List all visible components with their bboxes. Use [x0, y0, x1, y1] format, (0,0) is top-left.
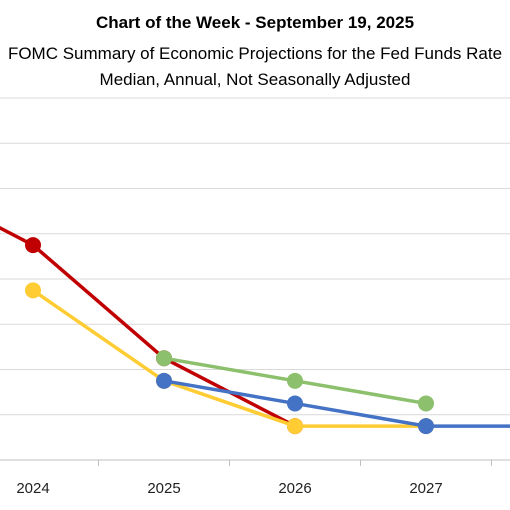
series-marker	[287, 395, 303, 412]
series-marker	[287, 372, 303, 389]
series-line	[0, 225, 297, 428]
series-marker	[418, 395, 434, 412]
chart-subtitle-line-2: Median, Annual, Not Seasonally Adjusted	[99, 70, 411, 89]
series-marker	[418, 418, 434, 435]
series-line	[162, 379, 510, 428]
series-marker	[156, 372, 172, 389]
x-tick-label: 2025	[147, 480, 180, 497]
chart-title: Chart of the Week - September 19, 2025	[95, 13, 415, 32]
x-tick-label: 2026	[278, 480, 311, 497]
series-marker	[287, 418, 303, 435]
series-line	[31, 288, 428, 428]
x-tick-label: 2024	[16, 480, 49, 497]
x-tick-label: 2027	[409, 480, 442, 497]
series-marker	[25, 237, 41, 254]
series-marker	[25, 282, 41, 299]
series-marker	[156, 350, 172, 367]
chart-subtitle-line-1: FOMC Summary of Economic Projections for…	[7, 44, 503, 63]
